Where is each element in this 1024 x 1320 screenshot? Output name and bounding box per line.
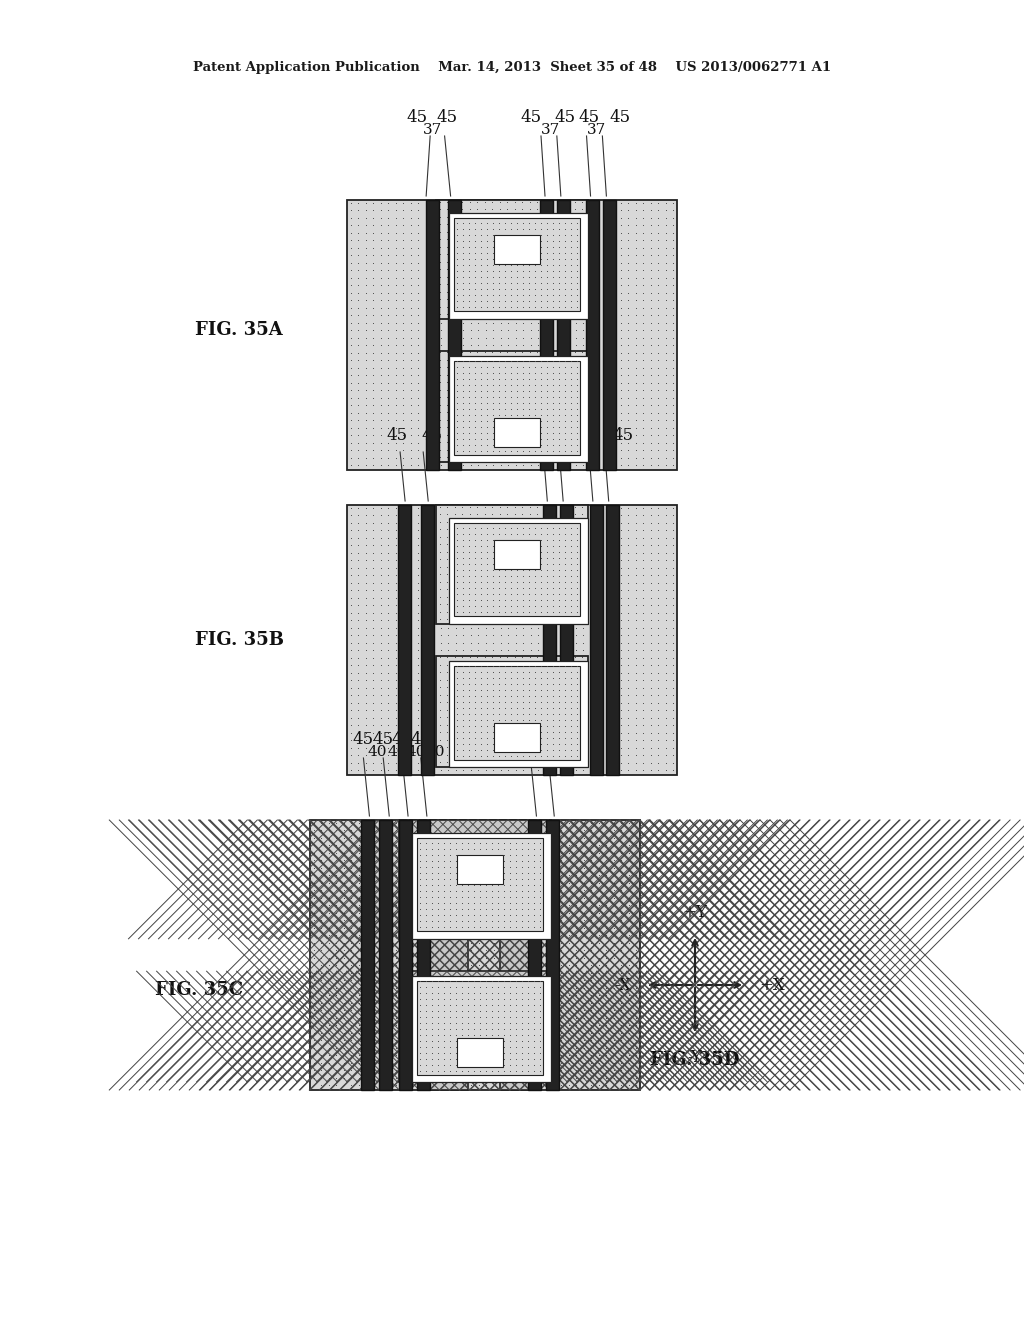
Bar xyxy=(603,201,615,470)
Bar xyxy=(417,981,543,1076)
Bar xyxy=(546,820,559,1090)
Bar xyxy=(399,820,551,939)
Text: 45: 45 xyxy=(422,426,442,444)
Text: 45: 45 xyxy=(353,731,374,748)
Text: 45: 45 xyxy=(554,110,575,125)
Bar xyxy=(436,506,588,624)
Bar xyxy=(424,820,468,1090)
Text: 40: 40 xyxy=(425,744,444,759)
Bar xyxy=(417,820,430,1090)
Bar xyxy=(436,201,588,319)
Bar xyxy=(454,523,581,616)
Text: 45: 45 xyxy=(578,110,599,125)
Bar xyxy=(454,218,581,312)
Bar xyxy=(398,506,412,775)
Bar xyxy=(426,201,439,470)
Bar xyxy=(417,838,543,931)
Bar xyxy=(540,201,553,470)
Bar xyxy=(454,667,581,760)
Bar xyxy=(450,356,588,462)
Text: -X: -X xyxy=(614,977,631,994)
Text: Patent Application Publication    Mar. 14, 2013  Sheet 35 of 48    US 2013/00627: Patent Application Publication Mar. 14, … xyxy=(193,62,831,74)
Text: 45: 45 xyxy=(407,110,428,125)
Text: 37: 37 xyxy=(587,123,606,137)
Bar xyxy=(454,362,581,455)
Bar xyxy=(544,506,556,775)
Text: 45: 45 xyxy=(610,110,631,125)
Bar xyxy=(527,820,541,1090)
Bar xyxy=(447,201,461,470)
Text: 45: 45 xyxy=(612,426,633,444)
Bar xyxy=(495,723,540,752)
Bar xyxy=(412,977,551,1082)
Text: +Y: +Y xyxy=(683,904,708,921)
Bar xyxy=(347,201,677,470)
Text: FIG. 35D: FIG. 35D xyxy=(650,1051,739,1069)
Bar xyxy=(450,517,588,624)
Bar xyxy=(399,820,412,1090)
Text: 45: 45 xyxy=(581,426,601,444)
Bar xyxy=(379,820,392,1090)
Text: 45: 45 xyxy=(557,426,578,444)
Bar xyxy=(495,235,540,264)
Bar xyxy=(590,506,602,775)
Text: 37: 37 xyxy=(542,123,560,137)
Bar xyxy=(495,418,540,447)
Bar xyxy=(500,820,529,1090)
Bar xyxy=(310,820,640,1090)
Text: FIG. 35A: FIG. 35A xyxy=(195,321,283,339)
Text: 45: 45 xyxy=(391,731,413,748)
Bar xyxy=(557,201,569,470)
Bar xyxy=(436,351,588,462)
Text: FIG. 35C: FIG. 35C xyxy=(155,981,243,999)
Bar xyxy=(458,1038,503,1068)
Text: 40: 40 xyxy=(407,744,426,759)
Text: -Y: -Y xyxy=(688,1049,702,1067)
Text: 40: 40 xyxy=(535,744,554,759)
Text: 45: 45 xyxy=(520,110,542,125)
Text: 37: 37 xyxy=(423,123,441,137)
Text: +X: +X xyxy=(759,977,784,994)
Text: 45: 45 xyxy=(373,731,394,748)
Text: 40: 40 xyxy=(387,744,407,759)
Text: 45: 45 xyxy=(386,426,408,444)
Bar xyxy=(412,833,551,939)
Text: 40: 40 xyxy=(368,744,387,759)
Bar xyxy=(560,506,572,775)
Bar xyxy=(361,820,374,1090)
Text: 45: 45 xyxy=(522,426,544,444)
Bar xyxy=(495,540,540,569)
Text: 45: 45 xyxy=(538,731,559,748)
Bar xyxy=(436,656,588,767)
Text: 45: 45 xyxy=(411,731,431,748)
Bar xyxy=(458,855,503,884)
Bar xyxy=(587,201,599,470)
Text: 45: 45 xyxy=(436,110,458,125)
Bar xyxy=(399,972,551,1082)
Bar xyxy=(606,506,620,775)
Bar xyxy=(421,506,434,775)
Bar xyxy=(450,661,588,767)
Text: 40: 40 xyxy=(553,744,572,759)
Text: FIG. 35B: FIG. 35B xyxy=(195,631,284,649)
Bar xyxy=(450,213,588,319)
Text: 45: 45 xyxy=(520,731,541,748)
Bar xyxy=(347,506,677,775)
